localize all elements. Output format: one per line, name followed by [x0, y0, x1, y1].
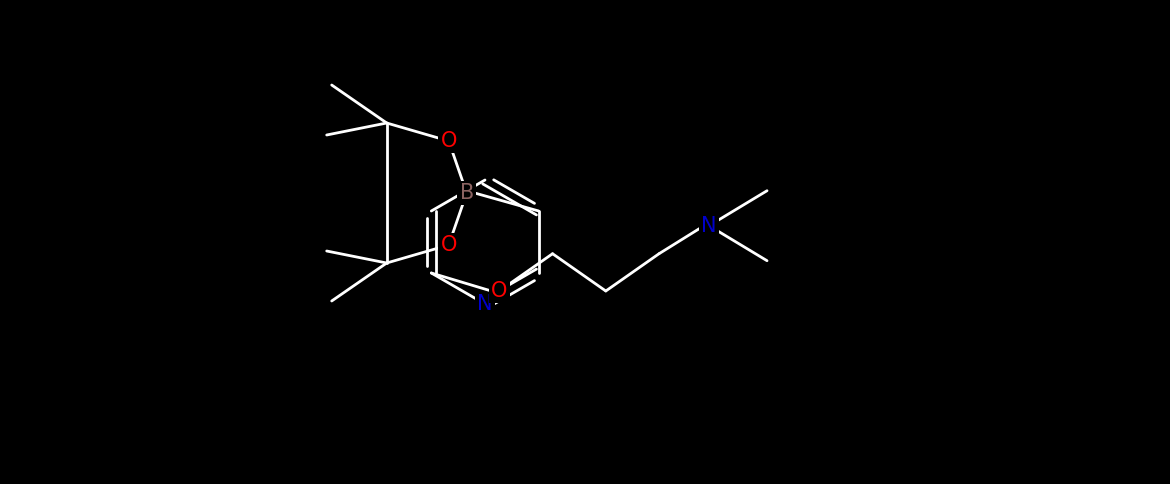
Text: N: N: [477, 294, 493, 314]
Text: O: O: [491, 281, 508, 301]
Text: B: B: [460, 183, 474, 203]
Text: N: N: [701, 216, 717, 236]
Text: O: O: [441, 131, 456, 151]
Text: O: O: [441, 235, 456, 255]
